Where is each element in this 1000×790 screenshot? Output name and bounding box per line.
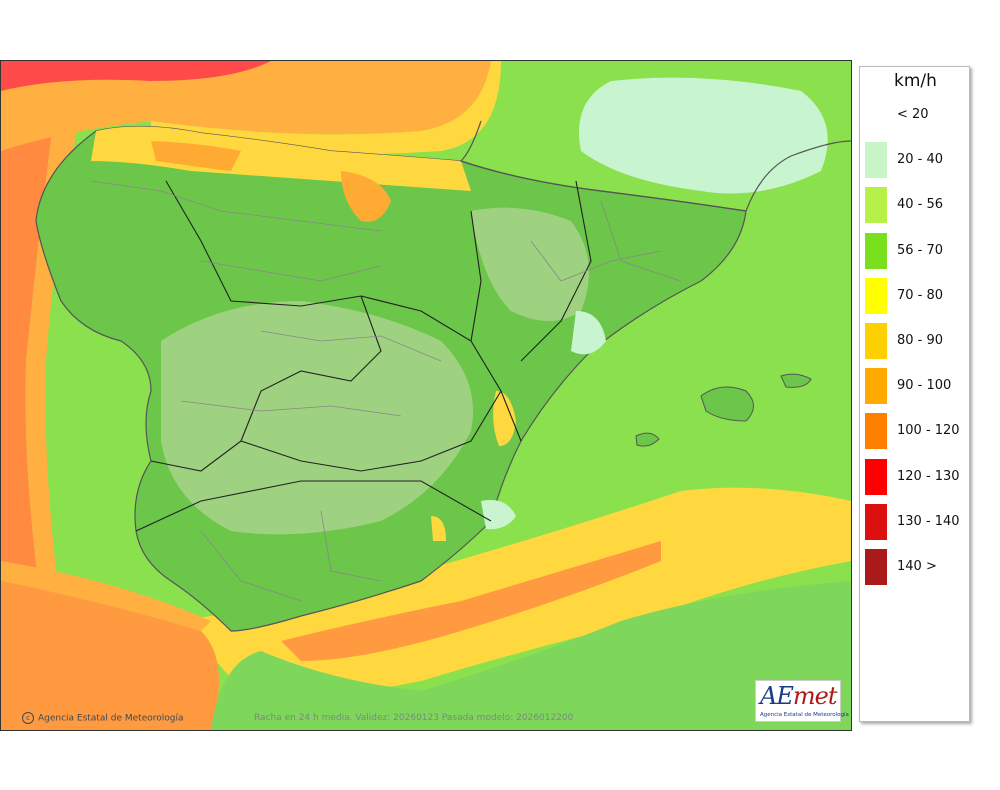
strait-orange-band — [281, 541, 661, 661]
logo-text-a: AE — [760, 682, 794, 710]
ibiza — [635, 432, 660, 447]
legend-label: 120 - 130 — [897, 468, 960, 484]
logo-text-b: met — [792, 682, 838, 710]
map-canvas — [1, 61, 851, 730]
legend-item: 140 > — [860, 547, 971, 587]
legend-swatch — [865, 458, 887, 495]
mallorca — [700, 386, 754, 422]
legend-item: 40 - 56 — [860, 185, 971, 225]
legend-swatch — [865, 142, 887, 179]
menorca — [780, 373, 812, 388]
validity-text: Racha en 24 h media. Validez: 20260123 P… — [254, 713, 574, 723]
agency-credit: c Agencia Estatal de Meteorología — [22, 712, 184, 724]
legend-swatch — [865, 187, 887, 224]
legend-label: 90 - 100 — [897, 378, 952, 394]
legend-label: < 20 — [897, 107, 929, 122]
northeast-calm-area — [579, 77, 828, 194]
legend-swatch — [865, 323, 887, 359]
agency-credit-text: Agencia Estatal de Meteorología — [38, 713, 184, 724]
legend-label: 20 - 40 — [897, 152, 944, 168]
legend-label: 40 - 56 — [897, 197, 944, 213]
legend-label: 100 - 120 — [897, 423, 960, 439]
legend-item: 20 - 40 — [860, 140, 971, 180]
legend-swatch — [865, 277, 887, 314]
legend-swatch — [865, 97, 887, 133]
legend-label: 80 - 90 — [897, 333, 944, 348]
aemet-logo: AEmet Agencia Estatal de Meteorología — [755, 680, 849, 722]
legend-swatch — [865, 549, 887, 585]
france-border — [459, 120, 851, 212]
legend-label: 140 > — [897, 559, 937, 574]
legend-label: 56 - 70 — [897, 242, 944, 258]
legend-item: 130 - 140 — [860, 502, 971, 542]
legend-item: 70 - 80 — [860, 276, 971, 316]
legend-item: 100 - 120 — [860, 411, 971, 451]
legend-swatch — [865, 413, 887, 450]
legend-item: < 20 — [860, 95, 971, 135]
legend-item: 120 - 130 — [860, 457, 971, 497]
bay-orange-band — [1, 61, 491, 151]
legend-swatch — [865, 232, 887, 269]
atlantic-orange-band — [1, 61, 61, 730]
copyright-icon: c — [22, 712, 34, 724]
central-plateau — [161, 301, 473, 535]
legend-swatch — [865, 503, 887, 540]
legend-panel: km/h < 20 20 - 40 40 - 56 56 - 70 70 - 80 80 … — [859, 66, 970, 722]
logo-subtitle: Agencia Estatal de Meteorología — [760, 712, 849, 718]
legend-swatch — [865, 368, 887, 405]
region-borders — [135, 180, 592, 532]
legend-item: 80 - 90 — [860, 321, 971, 361]
legend-label: 130 - 140 — [897, 513, 960, 529]
legend-item: 90 - 100 — [860, 366, 971, 406]
wind-gust-map — [0, 60, 852, 731]
north-africa-land — [211, 581, 851, 730]
bay-red-band — [1, 61, 271, 91]
northern-coast-yellow — [91, 126, 471, 191]
province-borders — [90, 180, 682, 602]
legend-item: 56 - 70 — [860, 231, 971, 271]
legend-label: 70 - 80 — [897, 287, 944, 303]
legend-unit: km/h — [894, 71, 937, 91]
